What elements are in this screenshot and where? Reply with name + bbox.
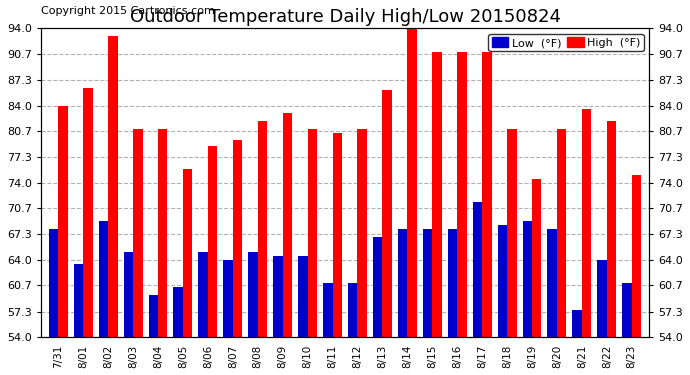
Bar xyxy=(49,229,58,337)
Bar xyxy=(148,295,158,337)
Bar xyxy=(158,129,168,337)
Bar xyxy=(457,52,466,337)
Bar xyxy=(208,146,217,337)
Bar xyxy=(423,229,432,337)
Bar xyxy=(507,129,517,337)
Bar xyxy=(482,52,491,337)
Bar xyxy=(83,88,92,337)
Bar xyxy=(432,52,442,337)
Bar xyxy=(582,110,591,337)
Bar xyxy=(497,225,507,337)
Bar xyxy=(298,256,308,337)
Bar xyxy=(258,121,267,337)
Bar xyxy=(248,252,258,337)
Bar xyxy=(173,287,183,337)
Bar xyxy=(448,229,457,337)
Bar xyxy=(357,129,367,337)
Bar xyxy=(224,260,233,337)
Bar xyxy=(632,175,641,337)
Text: Copyright 2015 Cartronics.com: Copyright 2015 Cartronics.com xyxy=(41,6,215,16)
Bar xyxy=(557,129,566,337)
Bar xyxy=(622,283,632,337)
Bar xyxy=(532,179,542,337)
Bar xyxy=(108,36,117,337)
Bar xyxy=(199,252,208,337)
Bar xyxy=(273,256,283,337)
Legend: Low  (°F), High  (°F): Low (°F), High (°F) xyxy=(489,34,644,51)
Bar xyxy=(283,113,292,337)
Bar xyxy=(74,264,83,337)
Bar xyxy=(323,283,333,337)
Bar xyxy=(573,310,582,337)
Bar xyxy=(333,133,342,337)
Bar xyxy=(607,121,616,337)
Bar xyxy=(348,283,357,337)
Bar xyxy=(522,221,532,337)
Bar xyxy=(58,106,68,337)
Bar xyxy=(308,129,317,337)
Bar xyxy=(382,90,392,337)
Bar xyxy=(407,28,417,337)
Bar xyxy=(133,129,143,337)
Bar xyxy=(398,229,407,337)
Bar xyxy=(124,252,133,337)
Bar xyxy=(598,260,607,337)
Bar xyxy=(473,202,482,337)
Bar xyxy=(233,140,242,337)
Bar xyxy=(373,237,382,337)
Bar xyxy=(183,169,193,337)
Title: Outdoor Temperature Daily High/Low 20150824: Outdoor Temperature Daily High/Low 20150… xyxy=(130,8,560,26)
Bar xyxy=(547,229,557,337)
Bar xyxy=(99,221,108,337)
